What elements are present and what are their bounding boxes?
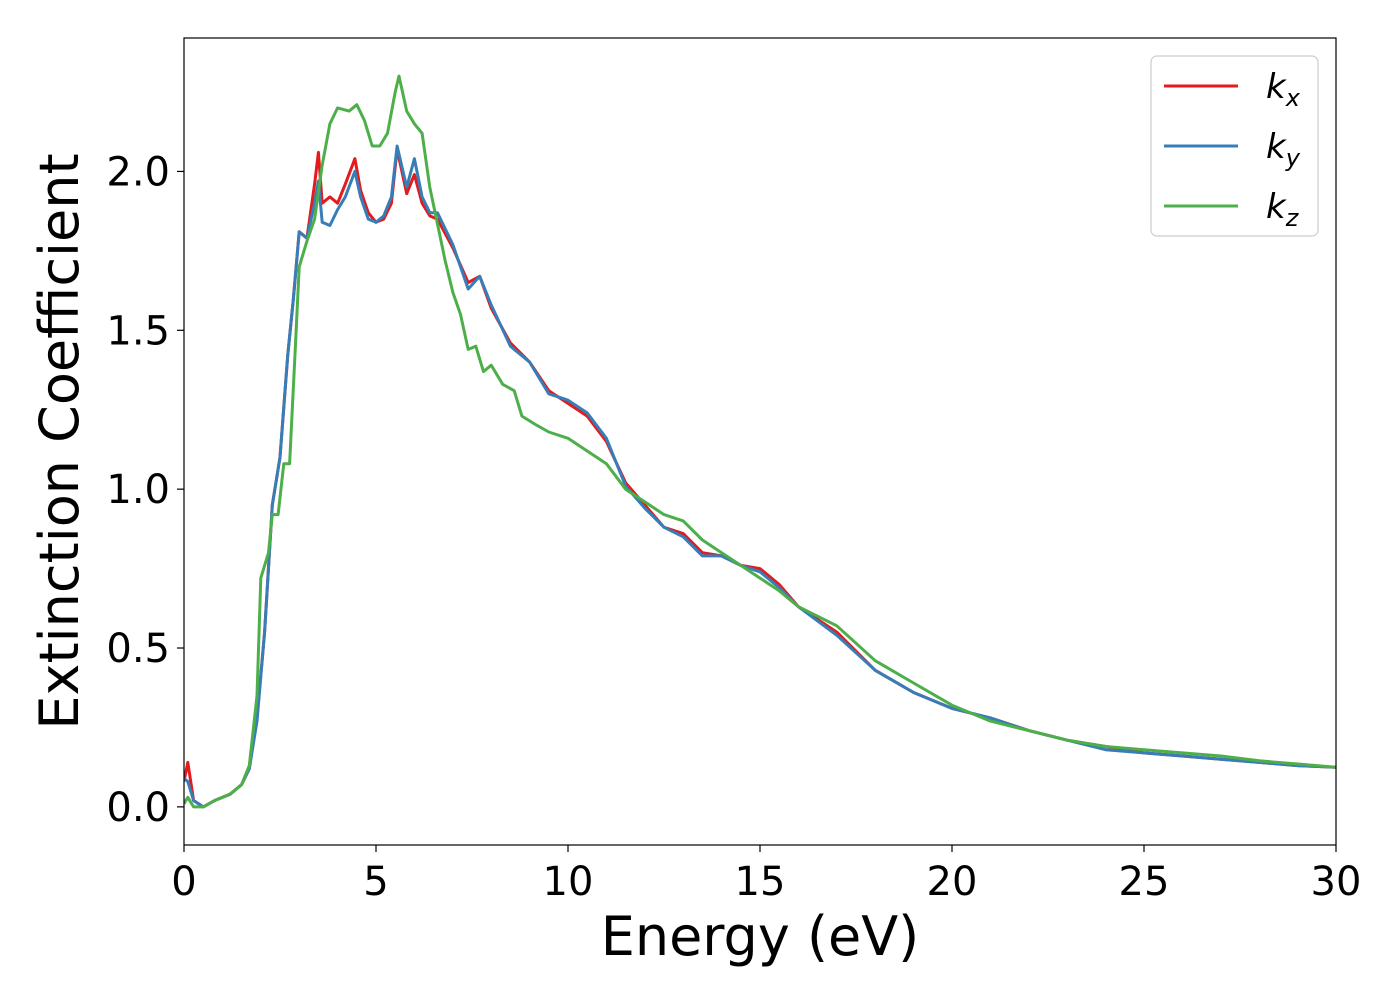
x-tick-label: 20 [927, 859, 978, 905]
plot-area [184, 74, 1336, 809]
plot-frame [183, 37, 1337, 846]
legend-label-y: ky [1266, 127, 1301, 172]
y-tick-label: 2.0 [106, 149, 170, 195]
y-tick-label: 0.0 [106, 785, 170, 831]
legend-label-z: kz [1266, 187, 1300, 232]
series-line-y [184, 144, 1336, 809]
y-tick-label: 1.0 [106, 467, 170, 513]
x-axis-label: Energy (eV) [601, 905, 920, 968]
x-tick-label: 5 [363, 859, 388, 905]
y-axis: 0.0 0.5 1.0 1.5 2.0 [106, 149, 184, 831]
series-line-x [184, 147, 1336, 809]
y-tick-label: 1.5 [106, 308, 170, 354]
x-tick-label: 30 [1311, 859, 1362, 905]
y-axis-label: Extinction Coefficient [28, 153, 91, 729]
x-tick-label: 15 [735, 859, 786, 905]
series-line-z [184, 74, 1336, 809]
x-tick-label: 10 [543, 859, 594, 905]
legend-label-x: kx [1266, 67, 1301, 112]
y-tick-label: 0.5 [106, 626, 170, 672]
x-tick-label: 25 [1119, 859, 1170, 905]
x-tick-label: 0 [171, 859, 196, 905]
legend: kx ky kz [1150, 55, 1319, 237]
x-axis: 0 5 10 15 20 25 30 [171, 845, 1361, 905]
